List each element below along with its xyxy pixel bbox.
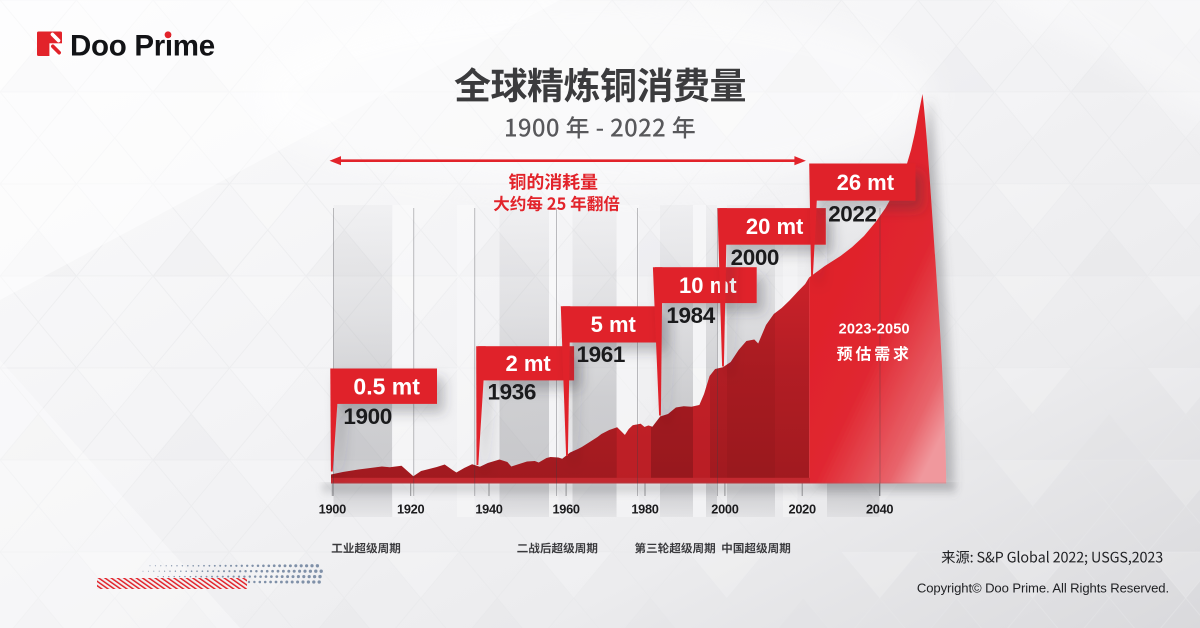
svg-text:1936: 1936: [488, 379, 536, 404]
svg-text:2020: 2020: [789, 501, 816, 516]
svg-text:2040: 2040: [866, 501, 893, 516]
svg-text:20 mt: 20 mt: [746, 214, 804, 239]
svg-text:1961: 1961: [577, 342, 625, 367]
svg-text:1920: 1920: [397, 501, 424, 516]
svg-text:5 mt: 5 mt: [591, 312, 637, 337]
svg-text:0.5 mt: 0.5 mt: [353, 373, 420, 399]
svg-text:1900: 1900: [343, 404, 391, 429]
svg-text:2000: 2000: [711, 501, 738, 516]
svg-text:1984: 1984: [666, 303, 715, 328]
svg-text:1980: 1980: [631, 501, 658, 516]
svg-text:1940: 1940: [475, 501, 502, 516]
svg-text:2022: 2022: [828, 202, 876, 227]
svg-text:Doo Prime: Doo Prime: [70, 30, 215, 63]
svg-text:2 mt: 2 mt: [506, 351, 552, 376]
svg-text:26 mt: 26 mt: [837, 170, 895, 195]
svg-text:1960: 1960: [552, 501, 579, 516]
svg-text:2000: 2000: [731, 245, 779, 270]
svg-text:1900: 1900: [319, 501, 346, 516]
svg-text:10 mt: 10 mt: [679, 273, 737, 298]
svg-text:2023-2050: 2023-2050: [839, 321, 910, 337]
svg-text:Copyright© Doo Prime. All Righ: Copyright© Doo Prime. All Rights Reserve…: [917, 581, 1169, 596]
